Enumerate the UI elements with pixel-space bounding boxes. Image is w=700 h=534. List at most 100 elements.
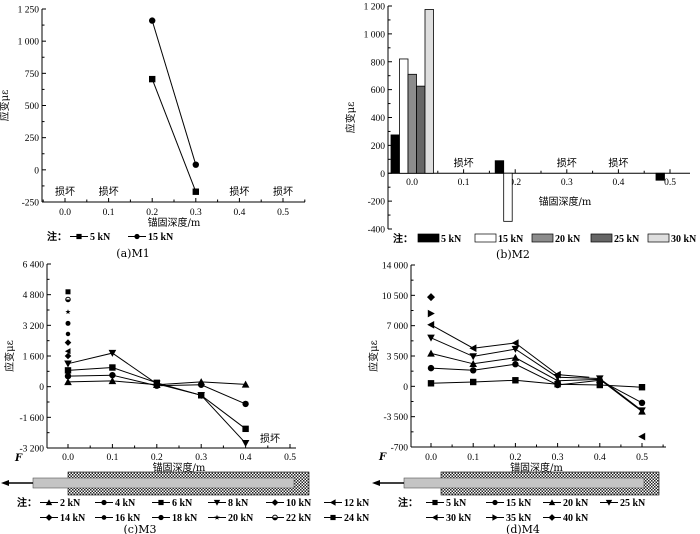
y-tick-label: 4 800 <box>23 291 45 301</box>
data-point <box>596 375 604 383</box>
series-line <box>151 20 197 165</box>
data-point <box>638 399 646 406</box>
series-40kn <box>427 293 435 302</box>
data-point <box>65 289 71 295</box>
y-tick-label: 14 000 <box>382 262 408 272</box>
chart-m3: -3 200 -1 600 0 1 600 3 200 4 800 6 400 0.0 0.1 0… <box>1 261 310 496</box>
data-point <box>511 339 519 347</box>
legend-label: 30 kN <box>671 234 697 245</box>
y-tick-label: 0 <box>39 383 44 393</box>
legend-item-20kn: 20 kN <box>543 498 589 509</box>
caption: (a)M1 <box>116 247 149 260</box>
data-point <box>65 296 71 303</box>
data-point <box>470 367 477 374</box>
data-point <box>638 407 646 415</box>
legends: 注： 5 kN 15 kN (a)M1 注： 5 kN 15 kN 20 kN 25 kN 30 … <box>17 230 697 534</box>
legend-label: 35 kN <box>506 513 532 524</box>
legend-swatch <box>417 233 440 243</box>
y-tick-label: 3 500 <box>387 353 409 363</box>
legend-label: 6 kN <box>172 498 193 509</box>
y-tick-label: 1 200 <box>364 3 386 13</box>
x-axis-title: 锚固深度/m <box>510 461 563 474</box>
bar-30kn <box>424 9 434 174</box>
data-point <box>512 377 519 384</box>
legend-label: 15 kN <box>498 234 524 245</box>
legend-label: 25 kN <box>614 234 640 245</box>
y-tick-label: 3 200 <box>23 322 45 332</box>
data-point <box>427 321 435 329</box>
bar-5kn <box>494 160 505 174</box>
series-24kn <box>65 289 71 295</box>
x-tick-label: 0.0 <box>59 208 71 218</box>
legend-m2: 注： 5 kN 15 kN 20 kN 25 kN 30 kN (b)M2 <box>393 232 697 261</box>
y-tick-label: -3 500 <box>383 413 408 423</box>
legend-label: 15 kN <box>148 232 174 243</box>
data-point <box>427 334 435 342</box>
legend-marker <box>45 514 53 521</box>
legend-label: 14 kN <box>60 513 86 524</box>
y-tick-label: 1 250 <box>18 6 40 16</box>
legend-item-5kn: 5 kN <box>417 233 462 245</box>
data-point <box>109 364 116 371</box>
legend-marker <box>101 515 107 520</box>
legend-item-18kn: 18 kN <box>152 513 198 524</box>
data-point <box>64 378 72 386</box>
data-point <box>241 380 250 388</box>
y-tick-label: -250 <box>22 199 40 209</box>
y-axis-title: 应变με <box>3 340 16 372</box>
damaged-annotation: 损坏 <box>260 432 280 445</box>
legend-marker-fill <box>272 517 278 520</box>
anchor-rod <box>403 477 645 489</box>
data-point-fill <box>65 299 71 302</box>
chart-m2: -400 -200 0 200 400 600 800 1 000 1 200 0.0 0.1 0.2… <box>344 3 690 236</box>
legend-item-6kn: 6 kN <box>152 498 193 509</box>
legend-item-5kn: 5 kN <box>70 232 111 243</box>
legend-m4: 注： 5 kN 15 kN 20 kN 25 kN 30 kN 35 kN 40 kN (d)M… <box>398 496 646 534</box>
x-tick-label: 0.5 <box>277 208 289 218</box>
y-tick-label: 10 500 <box>382 292 408 302</box>
data-point <box>64 372 72 380</box>
legend-item-22kn: 22 kN <box>266 513 312 524</box>
chart-m4: -700 -3 500 0 3 500 7 000 10 500 14 000 0.0 0.1 0… <box>367 262 666 496</box>
caption: (c)M3 <box>123 523 156 534</box>
legend-marker <box>492 514 499 521</box>
data-point <box>638 432 646 441</box>
data-point <box>553 370 561 379</box>
series-5kn <box>149 75 199 195</box>
y-tick-label: 750 <box>25 70 40 80</box>
legend-item-15kn: 15 kN <box>474 233 524 245</box>
y-tick-label: 7 000 <box>387 322 409 332</box>
legend-item-24kn: 24 kN <box>324 513 370 524</box>
legend-label: 40 kN <box>563 513 589 524</box>
legend-item-12kn: 12 kN <box>324 498 370 509</box>
x-tick-label: 0.4 <box>594 453 606 463</box>
legend-item-14kn: 14 kN <box>40 513 86 524</box>
legend-item-20kn: 20 kN <box>208 513 254 524</box>
data-point <box>511 353 520 361</box>
legend-label: 5 kN <box>446 498 467 509</box>
legend-item-10kn: 10 kN <box>266 498 312 509</box>
legend-prefix: 注： <box>398 496 418 509</box>
legend-item-8kn: 8 kN <box>208 498 249 509</box>
legend-label: 24 kN <box>344 513 370 524</box>
caption: (b)M2 <box>496 248 530 261</box>
x-tick-label: 0.5 <box>636 453 648 463</box>
y-tick-label: -200 <box>368 198 386 208</box>
data-point <box>427 293 435 302</box>
legend-marker <box>548 514 556 521</box>
legend-label: 12 kN <box>344 498 370 509</box>
y-tick-label: 1 000 <box>364 30 386 40</box>
series-4kn <box>64 371 249 408</box>
y-tick-label: -1 600 <box>19 414 44 424</box>
legend-marker <box>271 499 279 506</box>
data-point <box>198 381 205 388</box>
legend-m1: 注： 5 kN 15 kN (a)M1 <box>47 230 174 260</box>
data-point <box>192 161 199 168</box>
data-point <box>512 361 519 368</box>
x-tick-label: 0.0 <box>425 453 437 463</box>
bar-20kn <box>407 73 417 174</box>
y-tick-label: 250 <box>25 134 40 144</box>
legend-marker <box>548 499 556 506</box>
force-arrow-head <box>1 480 9 486</box>
x-tick-label: 0.0 <box>62 453 74 463</box>
